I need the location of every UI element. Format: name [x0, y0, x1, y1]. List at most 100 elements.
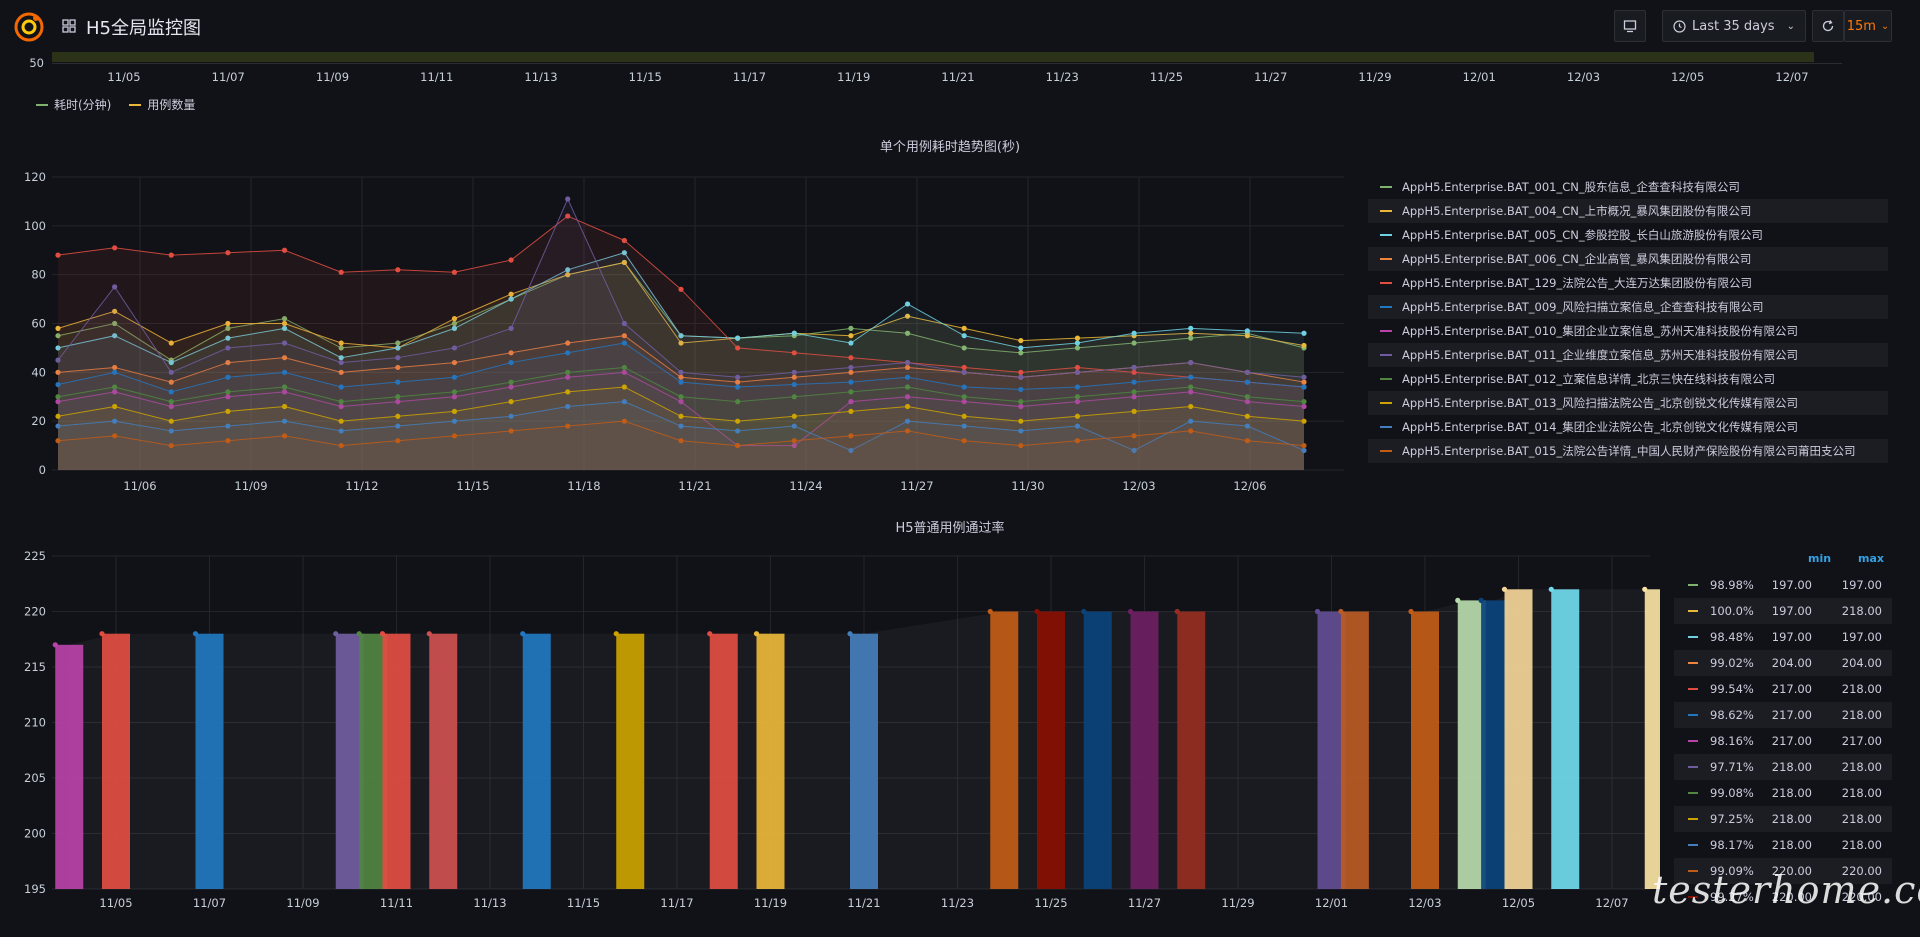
x-tick-label: 11/21 — [847, 896, 880, 910]
legend-max: 218.00 — [1841, 812, 1882, 826]
legend-item[interactable]: AppH5.Enterprise.BAT_006_CN_企业高管_暴风集团股份有… — [1368, 247, 1888, 271]
time-range-picker[interactable]: Last 35 days ⌄ — [1662, 10, 1806, 42]
legend-max: 197.00 — [1841, 578, 1882, 592]
data-point — [904, 301, 911, 307]
legend-item[interactable]: AppH5.Enterprise.BAT_009_风险扫描立案信息_企查查科技有… — [1368, 295, 1888, 319]
passrate-chart[interactable]: 195 200 205 210 215 220 225 11/05 11/07 11/09 11/1… — [0, 545, 1660, 937]
data-point — [621, 418, 627, 424]
data-point — [1244, 394, 1250, 400]
data-point — [55, 438, 61, 444]
legend-item[interactable]: AppH5.Enterprise.BAT_010_集团企业立案信息_苏州天准科技… — [1368, 319, 1888, 343]
refresh-button[interactable] — [1812, 10, 1844, 42]
legend-swatch — [1380, 450, 1392, 452]
legend-row[interactable]: 98.98% 197.00 197.00 — [1674, 572, 1892, 598]
refresh-interval-picker[interactable]: 15m ⌄ — [1844, 10, 1892, 42]
legend-row[interactable]: 98.16% 217.00 217.00 — [1674, 728, 1892, 754]
legend-row[interactable]: 99.08% 218.00 218.00 — [1674, 780, 1892, 806]
bar-point — [987, 608, 993, 615]
legend-item[interactable]: AppH5.Enterprise.BAT_005_CN_参股控股_长白山旅游股份… — [1368, 223, 1888, 247]
legend-name: 97.71% — [1710, 760, 1754, 774]
legend-label: AppH5.Enterprise.BAT_013_风险扫描法院公告_北京创锐文化… — [1402, 396, 1798, 410]
legend-max: 217.00 — [1841, 734, 1882, 748]
legend-row[interactable]: 98.48% 197.00 197.00 — [1674, 624, 1892, 650]
legend-name: 99.27% — [1710, 890, 1754, 904]
data-point — [1131, 394, 1137, 400]
bar-point — [426, 631, 432, 637]
x-tick-label: 11/09 — [234, 479, 267, 493]
legend-row[interactable]: 99.54% 217.00 218.00 — [1674, 676, 1892, 702]
x-tick-label: 11/12 — [345, 479, 378, 493]
bar-point — [1174, 608, 1180, 615]
x-tick: 12/03 — [1566, 70, 1601, 84]
data-point — [1018, 418, 1024, 424]
legend-row[interactable]: 97.71% 218.00 218.00 — [1674, 754, 1892, 780]
data-point — [1301, 447, 1307, 454]
data-point — [112, 308, 118, 314]
legend-item[interactable]: AppH5.Enterprise.BAT_015_法院公告详情_中国人民财产保险… — [1368, 439, 1888, 463]
legend-max: 218.00 — [1841, 682, 1882, 696]
data-point — [1188, 325, 1194, 331]
legend-row[interactable]: 98.62% 217.00 218.00 — [1674, 702, 1892, 728]
series-area — [58, 401, 1304, 470]
x-tick-label: 11/19 — [754, 896, 787, 910]
data-point — [1074, 364, 1081, 371]
legend-swatch — [1380, 186, 1392, 188]
data-point — [281, 418, 288, 424]
x-axis-line — [52, 63, 1842, 64]
trend-chart[interactable]: 0 20 40 60 80 100 120 11/06 11/09 11/12 11/15 11/18… — [0, 160, 1360, 500]
legend-min: 217.00 — [1771, 708, 1812, 722]
data-point — [451, 408, 458, 414]
data-point — [735, 442, 741, 449]
legend-item[interactable]: AppH5.Enterprise.BAT_012_立案信息详情_北京三快在线科技… — [1368, 367, 1888, 391]
data-point — [451, 389, 458, 395]
legend-item[interactable]: 耗时(分钟) — [36, 96, 111, 113]
legend-swatch — [36, 103, 48, 106]
legend-row[interactable]: 99.02% 204.00 204.00 — [1674, 650, 1892, 676]
legend-row[interactable]: 100.0% 197.00 218.00 — [1674, 598, 1892, 624]
bar — [1504, 589, 1533, 889]
legend-row[interactable]: 97.25% 218.00 218.00 — [1674, 806, 1892, 832]
legend-item[interactable]: AppH5.Enterprise.BAT_013_风险扫描法院公告_北京创锐文化… — [1368, 391, 1888, 415]
data-point — [55, 325, 61, 331]
y-tick-label: 215 — [24, 660, 46, 674]
data-point — [1131, 447, 1137, 454]
legend-item[interactable]: AppH5.Enterprise.BAT_001_CN_股东信息_企查查科技有限… — [1368, 175, 1888, 199]
x-tick-label: 11/05 — [99, 896, 132, 910]
legend-swatch — [129, 103, 142, 106]
data-point — [565, 350, 571, 356]
legend-header-max[interactable]: max — [1858, 552, 1884, 565]
legend-row[interactable]: 98.17% 218.00 218.00 — [1674, 832, 1892, 858]
data-point — [791, 369, 797, 375]
legend-label: AppH5.Enterprise.BAT_004_CN_上市概况_暴风集团股份有… — [1402, 204, 1752, 218]
data-point — [225, 423, 231, 429]
grid-icon — [62, 19, 76, 33]
panel-title[interactable]: 单个用例耗时趋势图(秒) — [879, 140, 1021, 155]
grafana-logo[interactable] — [14, 12, 44, 42]
data-point — [961, 325, 967, 331]
legend-header-min[interactable]: min — [1808, 552, 1832, 565]
bar — [709, 633, 738, 889]
legend-min: 197.00 — [1771, 604, 1812, 618]
data-point — [904, 374, 911, 380]
data-point — [338, 399, 344, 405]
data-point — [1188, 384, 1194, 390]
bar — [382, 633, 411, 889]
legend-item[interactable]: AppH5.Enterprise.BAT_129_法院公告_大连万达集团股份有限… — [1368, 271, 1888, 295]
legend-item[interactable]: AppH5.Enterprise.BAT_011_企业维度立案信息_苏州天准科技… — [1368, 343, 1888, 367]
legend-label: AppH5.Enterprise.BAT_015_法院公告详情_中国人民财产保险… — [1402, 444, 1856, 458]
data-point — [904, 394, 911, 400]
data-point — [1244, 328, 1250, 334]
data-point — [451, 359, 458, 366]
legend-row[interactable]: 99.09% 220.00 220.00 — [1674, 858, 1892, 884]
legend-min: 220.00 — [1771, 890, 1812, 904]
dashboard-title[interactable]: H5全局监控图 — [86, 18, 201, 39]
legend-item[interactable]: AppH5.Enterprise.BAT_004_CN_上市概况_暴风集团股份有… — [1368, 199, 1888, 223]
data-point — [848, 325, 854, 331]
legend-row[interactable]: 99.27% 220.00 220.00 — [1674, 884, 1892, 910]
panel-title[interactable]: H5普通用例通过率 — [895, 521, 1005, 536]
legend-item[interactable]: AppH5.Enterprise.BAT_014_集团企业法院公告_北京创锐文化… — [1368, 415, 1888, 439]
data-point — [1018, 337, 1024, 344]
legend-item[interactable]: 用例数量 — [129, 96, 195, 113]
data-point — [395, 345, 401, 351]
tv-mode-button[interactable] — [1614, 10, 1646, 42]
